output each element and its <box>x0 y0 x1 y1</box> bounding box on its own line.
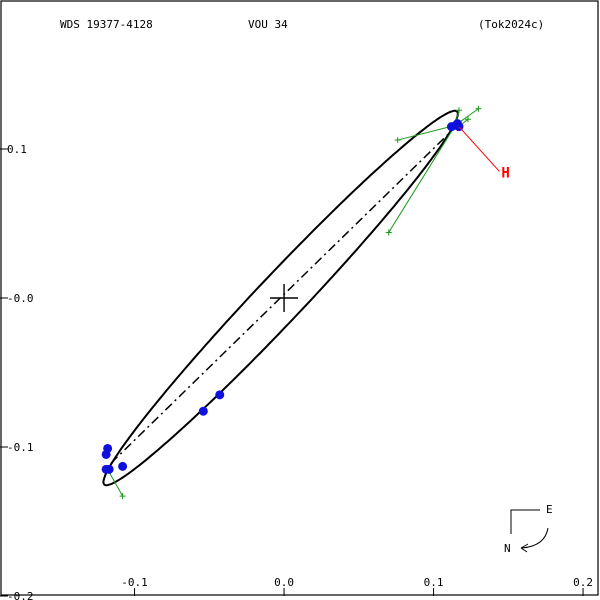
observation-point <box>101 449 111 459</box>
residual-cross <box>464 116 471 123</box>
highlight-label: H <box>501 165 509 181</box>
residual-cross <box>385 229 392 236</box>
orbit-ellipse <box>102 109 459 487</box>
highlight-line <box>458 126 500 172</box>
observation-point <box>446 122 456 132</box>
residual-cross <box>475 105 482 112</box>
primary-star-cross <box>270 284 299 312</box>
residual-line <box>397 124 457 141</box>
observation-point <box>215 390 225 400</box>
axis-ticks: -0.1 0.0 0.1 0.2 0.1 -0.0 -0.1 -0.2 <box>0 143 593 600</box>
y-tick-label: 0.1 <box>7 143 27 156</box>
x-tick-label: 0.0 <box>274 576 294 589</box>
compass-east-label: E <box>546 503 553 516</box>
compass-north-label: N <box>504 542 511 555</box>
y-tick-label: -0.2 <box>7 590 34 600</box>
residual-line <box>388 126 455 233</box>
observation-point <box>118 461 128 471</box>
observation-point <box>101 464 111 474</box>
orientation-compass: E N <box>504 503 553 555</box>
y-tick-label: -0.1 <box>7 441 34 454</box>
y-tick-label: -0.0 <box>7 292 34 305</box>
residual-cross <box>455 107 462 114</box>
orbit-layer <box>102 109 459 487</box>
header-ref: (Tok2024c) <box>478 18 544 31</box>
observation-layer <box>101 119 464 474</box>
compass-arc <box>521 527 549 549</box>
residual-cross <box>119 493 126 500</box>
header-wds: WDS 19377-4128 <box>60 18 153 31</box>
x-tick-label: 0.2 <box>573 576 593 589</box>
residual-line <box>107 469 124 497</box>
header-name: VOU 34 <box>248 18 288 31</box>
compass-axes <box>510 509 540 534</box>
x-tick-label: -0.1 <box>121 576 148 589</box>
primary-layer <box>270 284 299 312</box>
observation-point <box>198 406 208 416</box>
line-of-nodes <box>104 124 458 470</box>
compass-arrowhead <box>520 543 529 553</box>
residual-cross <box>394 137 401 144</box>
x-tick-label: 0.1 <box>424 576 444 589</box>
highlight-layer: H <box>458 126 510 181</box>
